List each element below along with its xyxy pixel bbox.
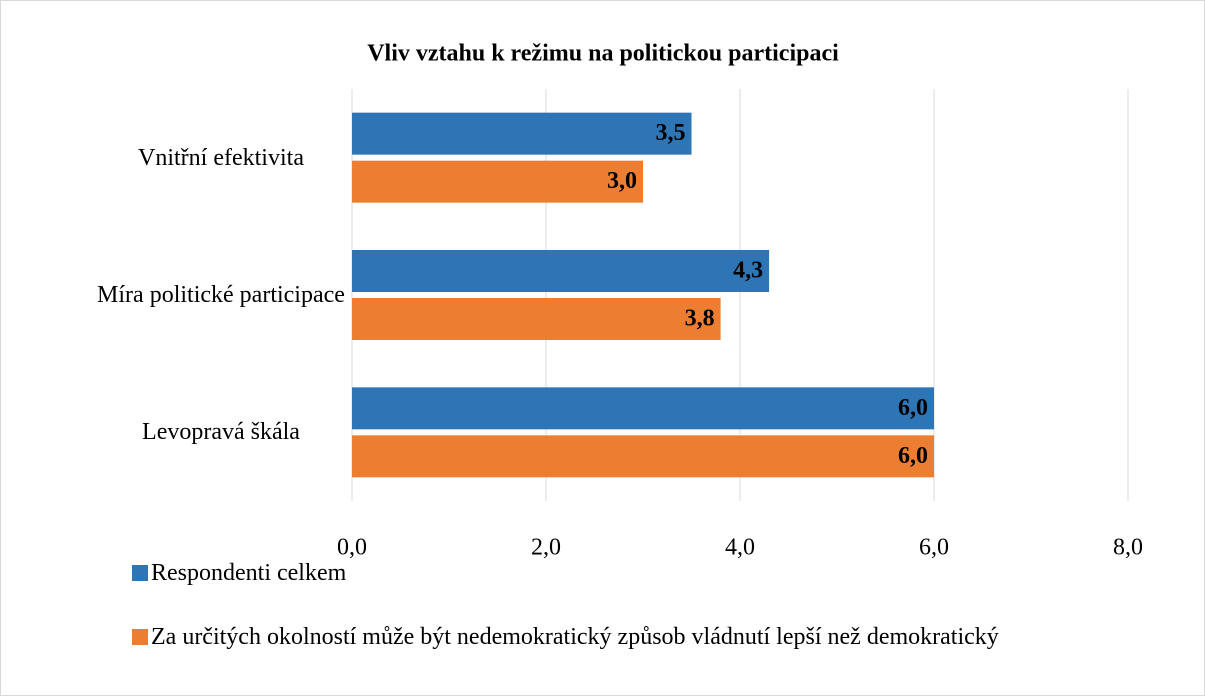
bar [352,435,934,478]
category-label: Vnitřní efektivita [138,144,304,171]
bar [352,298,721,340]
bar [352,160,643,203]
bar [352,387,934,430]
legend-label: Respondenti celkem [151,560,347,586]
bar [352,250,770,292]
data-label: 6,0 [898,395,928,421]
legend-swatch [132,629,148,645]
data-label: 3,0 [607,168,637,194]
legend-label: Za určitých okolností může být nedemokra… [151,624,999,650]
x-tick-label: 6,0 [919,535,949,561]
x-tick-label: 0,0 [337,535,367,561]
data-label: 6,0 [898,443,928,469]
x-tick-label: 4,0 [725,535,755,561]
data-label: 4,3 [733,258,763,284]
x-tick-label: 8,0 [1113,535,1143,561]
bar [352,112,692,155]
data-label: 3,8 [685,306,715,332]
x-tick-label: 2,0 [531,535,561,561]
data-label: 3,5 [656,120,686,146]
category-label: Levopravá škála [142,419,300,446]
chart-title: Vliv vztahu k režimu na politickou parti… [367,41,839,67]
category-label: Míra politické participace [97,282,345,308]
legend-swatch [132,565,148,581]
